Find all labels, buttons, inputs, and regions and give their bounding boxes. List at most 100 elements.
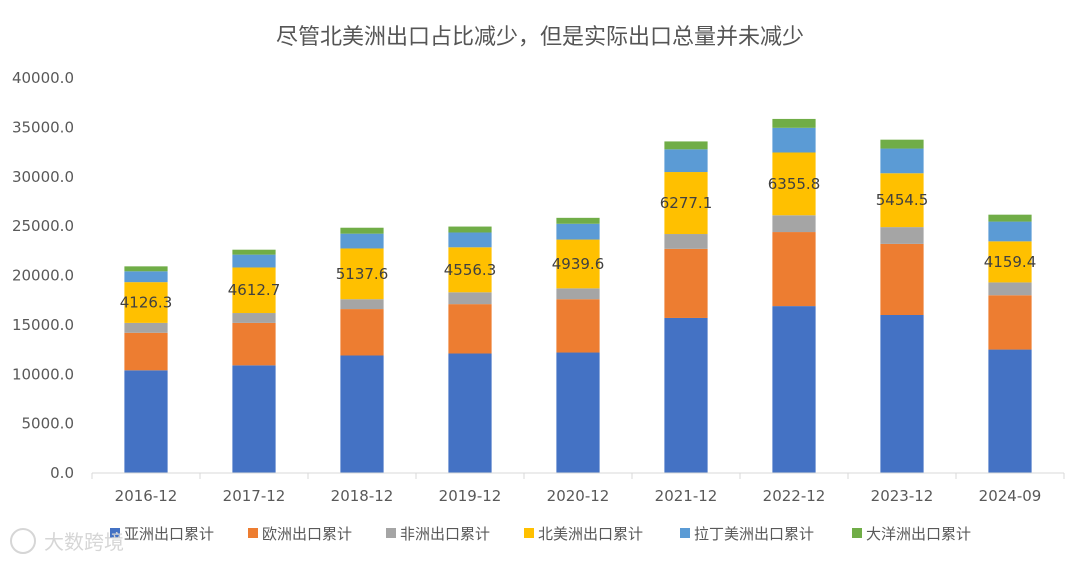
bar-segment [340,355,384,473]
bar-segment [556,299,600,353]
legend-swatch [110,528,120,538]
data-label: 4159.4 [984,253,1037,271]
bars: 4126.3 4612.7 5137.6 4556.3 4939.6 6277.1 6355… [120,118,1037,473]
x-axis: 2016-12 2017-12 2018-12 2019-12 2020-12 2021-… [91,472,1065,505]
bar-segment [880,243,924,315]
x-tick-label: 2021-12 [655,487,718,505]
bar-segment [232,365,276,473]
bar-segment [772,118,816,128]
legend-entry: 亚洲出口累计 [124,525,214,543]
legend-entry: 大洋洲出口累计 [866,525,971,543]
bar-segment [880,173,924,228]
bar-segment [448,292,492,305]
bar-segment [988,295,1032,350]
bar-segment [988,282,1032,296]
bar-segment [340,233,384,249]
bar-segment [448,226,492,233]
y-tick-label: 10000.0 [12,365,74,383]
y-axis: 0.0 5000.0 10000.0 15000.0 20000.0 25000.0 300… [12,69,74,482]
bar-segment [124,332,168,371]
y-tick-label: 35000.0 [12,118,74,136]
legend-entry: 北美洲出口累计 [538,525,643,543]
legend-swatch [248,528,258,538]
y-tick-label: 30000.0 [12,168,74,186]
watermark: 大数跨境 [10,526,124,555]
data-label: 4939.6 [552,255,605,273]
bar-segment [124,266,168,272]
bar-segment [556,352,600,473]
legend-entry: 拉丁美洲出口累计 [694,525,814,543]
bar-segment [232,322,276,366]
bar-segment [232,267,276,314]
y-tick-label: 5000.0 [22,415,75,433]
bar-segment [448,304,492,354]
bar-segment [988,214,1032,222]
bar-segment [880,315,924,473]
bar-segment [772,215,816,233]
data-label: 4126.3 [120,294,173,312]
y-tick-label: 25000.0 [12,217,74,235]
bar-segment [448,247,492,293]
y-tick-label: 20000.0 [12,267,74,285]
bar-segment [664,141,708,150]
bar-segment [664,248,708,318]
bar-segment [124,282,168,323]
data-label: 5454.5 [876,191,929,209]
legend-swatch [852,528,862,538]
bar-segment [664,149,708,173]
bar-segment [664,172,708,235]
bar-segment [340,227,384,234]
bar-segment [340,309,384,356]
bar-segment [124,322,168,333]
bar-segment [448,353,492,473]
bar-segment [880,139,924,149]
watermark-logo-icon [10,527,36,554]
data-label: 6355.8 [768,175,821,193]
x-tick-label: 2020-12 [547,487,610,505]
x-tick-label: 2017-12 [223,487,286,505]
x-tick-label: 2016-12 [115,487,178,505]
y-tick-label: 15000.0 [12,316,74,334]
bar-segment [232,313,276,323]
bar-segment [988,349,1032,473]
legend-swatch [680,528,690,538]
bar-segment [556,223,600,240]
x-tick-label: 2024-09 [979,487,1042,505]
legend-entry: 非洲出口累计 [400,525,490,543]
x-tick-label: 2023-12 [871,487,934,505]
bar-segment [556,239,600,289]
bar-segment [664,234,708,249]
y-tick-label: 40000.0 [12,69,74,87]
bar-segment [772,306,816,473]
bar-segment [556,288,600,300]
x-tick-label: 2022-12 [763,487,826,505]
bar-segment [556,217,600,224]
bar-segment [448,232,492,248]
watermark-text: 大数跨境 [44,530,124,554]
bar-segment [340,248,384,300]
bar-segment [664,317,708,473]
bar-segment [340,299,384,310]
bar-segment [988,241,1032,283]
bar-segment [772,127,816,153]
data-label: 4612.7 [228,281,281,299]
x-tick-label: 2018-12 [331,487,394,505]
y-tick-label: 0.0 [50,464,74,482]
bar-segment [124,271,168,283]
bar-segment [232,254,276,268]
bar-segment [880,148,924,174]
x-tick-label: 2019-12 [439,487,502,505]
legend: 亚洲出口累计 欧洲出口累计 非洲出口累计 北美洲出口累计 拉丁美洲出口累计 大洋洲出口累计 [110,525,971,543]
bar-segment [124,370,168,473]
bar-segment [232,249,276,255]
legend-swatch [524,528,534,538]
bar-segment [880,227,924,244]
data-label: 5137.6 [336,265,389,283]
bar-segment [988,221,1032,242]
legend-swatch [386,528,396,538]
bar-segment [772,232,816,307]
data-label: 4556.3 [444,261,497,279]
bar-segment [772,152,816,216]
chart-title: 尽管北美洲出口占比减少，但是实际出口总量并未减少 [276,25,804,50]
